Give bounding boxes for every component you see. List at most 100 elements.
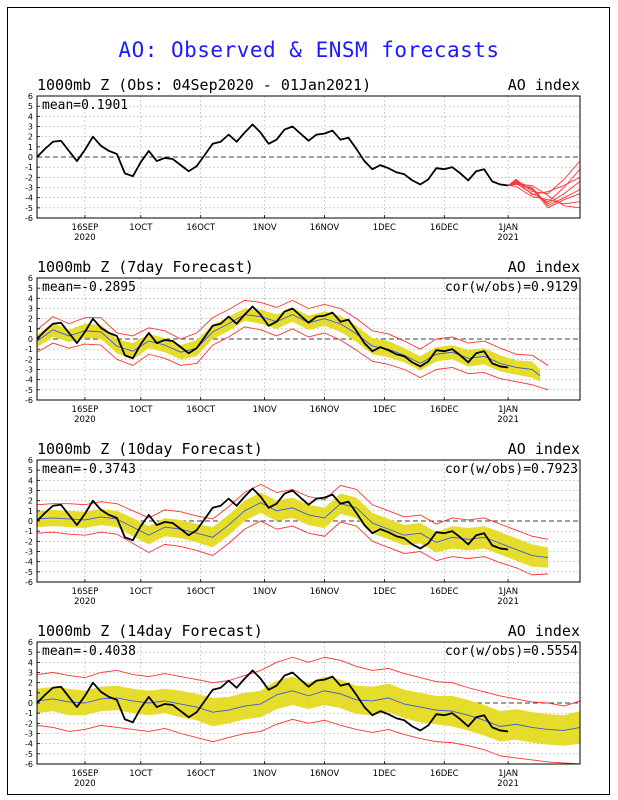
y-tick-label: 0: [28, 517, 33, 526]
x-tick-label: 1DEC: [373, 405, 396, 415]
correlation-label: cor(w/obs)=0.7923: [445, 462, 578, 477]
y-tick-label: -4: [25, 194, 33, 203]
x-tick-label: 16DEC: [430, 587, 459, 597]
y-tick-label: -5: [25, 386, 33, 395]
x-tick-label: 1JAN: [498, 769, 518, 779]
x-tick-label: 1DEC: [373, 587, 396, 597]
x-tick-label: 1OCT: [129, 223, 153, 233]
x-tick-label: 16OCT: [186, 405, 215, 415]
panel-title: 1000mb Z (Obs: 04Sep2020 - 01Jan2021): [37, 76, 371, 94]
panel-title: 1000mb Z (14day Forecast): [37, 622, 263, 640]
y-tick-label: 0: [28, 699, 33, 708]
x-tick-label: 16OCT: [186, 223, 215, 233]
x-tick-label: 16SEP: [72, 405, 99, 415]
correlation-label: cor(w/obs)=0.9129: [445, 280, 578, 295]
y-tick-label: 1: [28, 507, 33, 516]
observed-line: [37, 305, 509, 369]
index-label: AO index: [508, 258, 580, 276]
x-tick-label: 16SEP: [72, 223, 99, 233]
x-tick-label: 1JAN: [498, 223, 518, 233]
y-tick-label: -6: [25, 214, 33, 223]
x-tick-label: 1JAN: [498, 587, 518, 597]
forecast-member-line: [508, 183, 580, 209]
plot-area: [37, 123, 580, 209]
observed-line: [37, 123, 509, 187]
y-tick-label: -2: [25, 355, 33, 364]
x-tick-label: 16OCT: [186, 587, 215, 597]
index-label: AO index: [508, 440, 580, 458]
y-tick-label: -3: [25, 548, 33, 557]
x-tick-label: 1DEC: [373, 223, 396, 233]
x-tick-year: 2021: [497, 779, 519, 789]
x-tick-label: 1OCT: [129, 405, 153, 415]
x-tick-year: 2020: [74, 779, 96, 789]
forecast-member-line: [508, 182, 580, 209]
panel-title: 1000mb Z (7day Forecast): [37, 258, 254, 276]
x-tick-label: 16SEP: [72, 587, 99, 597]
y-tick-label: -2: [25, 719, 33, 728]
y-tick-label: 6: [28, 274, 33, 283]
x-tick-year: 2021: [497, 415, 519, 425]
y-tick-label: 6: [28, 92, 33, 101]
y-tick-label: 5: [28, 648, 33, 657]
forecast-member-line: [507, 181, 580, 205]
x-tick-label: 1NOV: [253, 769, 277, 779]
y-tick-label: 4: [28, 658, 33, 667]
y-tick-label: 3: [28, 123, 33, 132]
observed-line: [37, 487, 509, 551]
y-tick-label: 0: [28, 153, 33, 162]
y-tick-label: -6: [25, 760, 33, 769]
y-tick-label: 4: [28, 112, 33, 121]
y-tick-label: 5: [28, 102, 33, 111]
y-tick-label: 5: [28, 284, 33, 293]
x-tick-label: 16DEC: [430, 769, 459, 779]
y-tick-label: -4: [25, 558, 33, 567]
y-tick-label: -3: [25, 730, 33, 739]
y-tick-label: 4: [28, 476, 33, 485]
x-tick-label: 1NOV: [253, 223, 277, 233]
y-tick-label: -1: [25, 527, 33, 536]
ensemble-max-line: [37, 656, 580, 707]
ensemble-max-line: [37, 299, 549, 366]
ensemble-spread-band: [37, 492, 549, 568]
mean-label: mean=-0.3743: [42, 462, 136, 477]
y-tick-label: 2: [28, 497, 33, 506]
x-tick-label: 1OCT: [129, 587, 153, 597]
x-tick-year: 2020: [74, 233, 96, 243]
ensemble-spread-band: [37, 307, 541, 382]
y-tick-label: -5: [25, 568, 33, 577]
y-tick-label: 2: [28, 133, 33, 142]
plot-area: [37, 656, 580, 764]
y-tick-label: 3: [28, 487, 33, 496]
ensemble-spread-band: [37, 676, 580, 746]
mean-label: mean=-0.2895: [42, 280, 136, 295]
x-tick-label: 16DEC: [430, 405, 459, 415]
y-tick-label: 2: [28, 679, 33, 688]
y-tick-label: 1: [28, 325, 33, 334]
y-tick-label: 0: [28, 335, 33, 344]
x-tick-label: 16NOV: [310, 223, 340, 233]
x-tick-label: 16NOV: [310, 405, 340, 415]
y-tick-label: -6: [25, 396, 33, 405]
y-tick-label: -4: [25, 376, 33, 385]
page-title: AO: Observed & ENSM forecasts: [118, 38, 500, 62]
y-tick-label: 4: [28, 294, 33, 303]
x-tick-year: 2020: [74, 597, 96, 607]
y-tick-label: -1: [25, 163, 33, 172]
y-tick-label: -1: [25, 345, 33, 354]
x-tick-label: 1JAN: [498, 405, 518, 415]
x-tick-label: 16NOV: [310, 587, 340, 597]
x-tick-label: 1OCT: [129, 769, 153, 779]
forecast-member-line: [507, 176, 580, 196]
index-label: AO index: [508, 76, 580, 94]
y-tick-label: 3: [28, 305, 33, 314]
ensemble-min-line: [37, 520, 549, 576]
x-tick-label: 1DEC: [373, 769, 396, 779]
ensemble-min-line: [37, 326, 549, 391]
x-tick-label: 16NOV: [310, 769, 340, 779]
y-tick-label: -4: [25, 740, 33, 749]
